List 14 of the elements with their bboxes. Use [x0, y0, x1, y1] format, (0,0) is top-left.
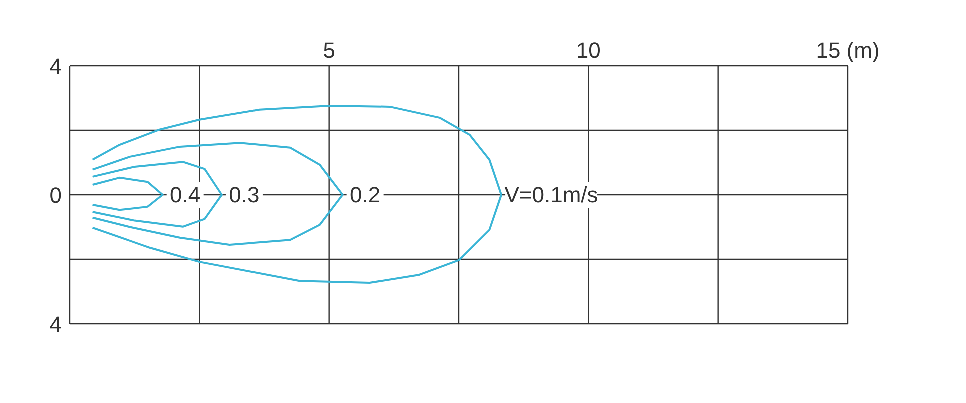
line-series: [92, 176, 164, 212]
x-tick-label: 10: [576, 38, 601, 63]
series-label: 0.2: [350, 182, 381, 208]
series-label: 0.3: [229, 182, 260, 208]
x-tick-label: 15 (m): [816, 38, 880, 63]
series-label: V=0.1m/s: [504, 182, 598, 208]
line-series: [92, 161, 223, 228]
series-label: 0.4: [170, 182, 201, 208]
y-tick-label: 0: [50, 182, 62, 208]
x-tick-label: 5: [323, 38, 336, 63]
line-series: [92, 104, 503, 284]
line-series: [92, 142, 344, 246]
y-tick-label: 4: [50, 312, 62, 337]
y-tick-label: 4: [50, 54, 62, 79]
